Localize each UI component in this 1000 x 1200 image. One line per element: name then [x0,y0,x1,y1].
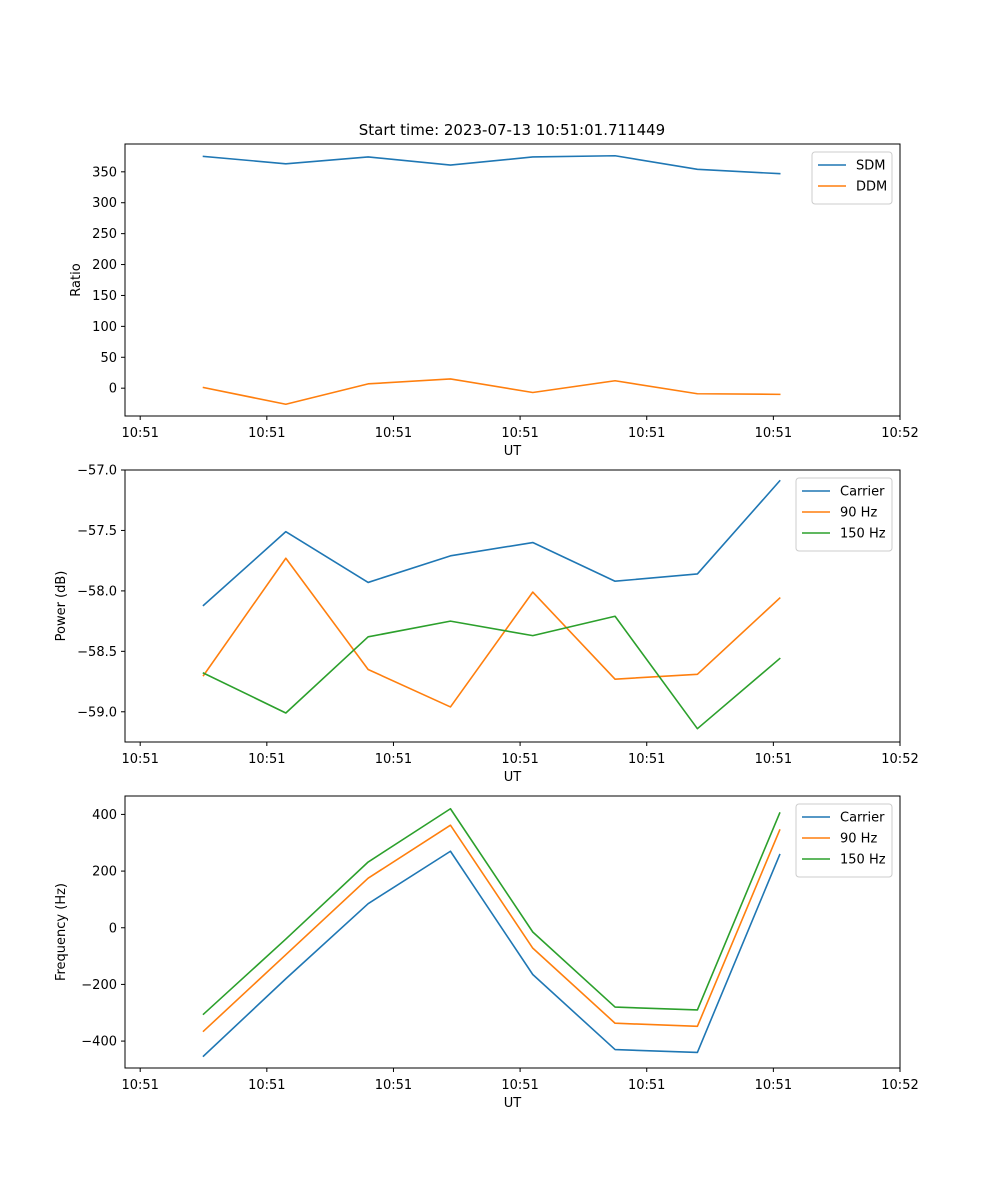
series-line-ddm [202,378,781,406]
x-axis-label: UT [504,444,522,459]
frequency-panel: 10:51 10:51 10:51 10:51 10:51 10:51 10:52 −400 −… [54,795,919,1111]
legend-label: Carrier [840,485,885,500]
x-tick-label: 10:51 [501,1078,538,1093]
x-tick-label: 10:51 [755,1078,792,1093]
x-tick-label: 10:51 [248,1078,285,1093]
y-tick-label: −400 [81,1035,117,1050]
y-tick-label: 200 [92,865,117,880]
y-tick-label: 150 [92,289,117,304]
y-tick-label: 0 [109,921,117,936]
y-axis-label: Ratio [69,263,84,296]
x-tick-label: 10:51 [501,752,538,767]
y-tick-label: 50 [100,351,117,366]
y-tick-label: 300 [92,196,117,211]
x-tick-label: 10:51 [375,752,412,767]
axes-frame [124,143,901,417]
y-axis-label: Frequency (Hz) [54,883,69,981]
legend-label: 150 Hz [840,853,886,868]
legend-label: Carrier [840,811,885,826]
x-tick-label: 10:51 [755,426,792,441]
y-tick-label: −200 [81,978,117,993]
x-tick-label: 10:51 [501,426,538,441]
y-tick-label: −57.0 [77,464,117,479]
x-tick-label: 10:51 [121,426,158,441]
x-tick-label: 10:51 [755,752,792,767]
series-line-150-hz [202,615,781,730]
y-tick-label: 400 [92,808,117,823]
x-tick-label: 10:51 [121,1078,158,1093]
y-tick-label: 350 [92,165,117,180]
power-panel: 10:51 10:51 10:51 10:51 10:51 10:51 10:52 −59.0… [54,464,919,786]
legend-label: DDM [856,180,887,195]
y-tick-label: −57.5 [77,524,117,539]
y-tick-label: −59.0 [77,705,117,720]
y-tick-label: 250 [92,227,117,242]
x-axis-label: UT [504,770,522,785]
y-tick-label: 0 [109,382,117,397]
y-tick-label: 200 [92,258,117,273]
chart-title: Start time: 2023-07-13 10:51:01.711449 [359,121,665,139]
y-axis-label: Power (dB) [54,571,69,642]
x-tick-label: 10:52 [881,426,918,441]
axes-frame [124,469,901,743]
y-tick-label: −58.5 [77,645,117,660]
x-tick-label: 10:52 [881,752,918,767]
x-tick-label: 10:51 [628,426,665,441]
legend-label: SDM [856,159,885,174]
y-tick-label: −58.0 [77,584,117,599]
x-tick-label: 10:51 [121,752,158,767]
legend: Carrier 90 Hz 150 Hz [795,803,893,878]
x-tick-label: 10:51 [628,1078,665,1093]
x-tick-label: 10:51 [628,752,665,767]
legend-label: 90 Hz [840,506,877,521]
series-line-carrier [202,479,781,607]
series-line-150-hz [202,807,781,1016]
x-tick-label: 10:51 [248,752,285,767]
x-axis-label: UT [504,1096,522,1111]
x-tick-label: 10:51 [375,426,412,441]
x-tick-label: 10:52 [881,1078,918,1093]
legend-label: 150 Hz [840,527,886,542]
y-tick-label: 100 [92,320,117,335]
series-line-90-hz [202,557,781,708]
legend-label: 90 Hz [840,832,877,847]
legend: SDM DDM [811,151,893,205]
legend: Carrier 90 Hz 150 Hz [795,477,893,552]
x-tick-label: 10:51 [248,426,285,441]
axes-frame [124,795,901,1069]
x-tick-label: 10:51 [375,1078,412,1093]
series-line-90-hz [202,824,781,1033]
ratio-panel: 10:51 10:51 10:51 10:51 10:51 10:51 10:52 0 50 10… [69,143,919,459]
series-line-sdm [202,154,781,175]
series-line-carrier [202,850,781,1058]
